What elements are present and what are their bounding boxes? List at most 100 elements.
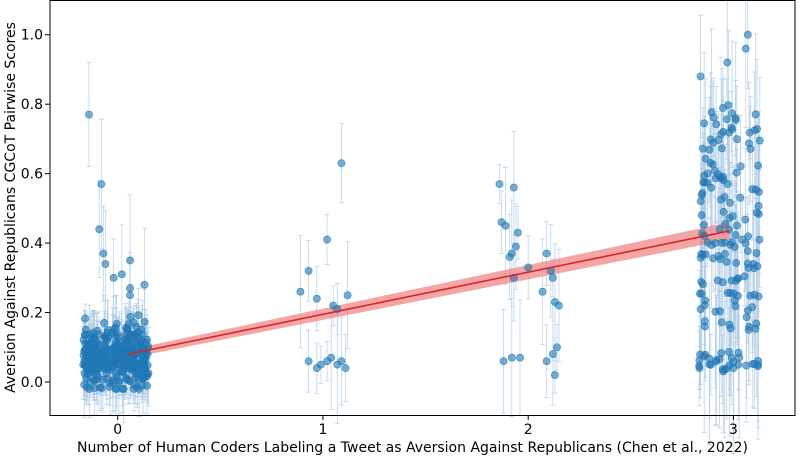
y-tick-label: 0.4 [21, 236, 43, 252]
data-point [121, 356, 130, 365]
regression-line-group [127, 230, 730, 356]
data-point [706, 135, 715, 144]
x-tick-label: 2 [524, 422, 533, 438]
data-point [700, 317, 709, 326]
data-point [538, 287, 547, 296]
data-point [717, 318, 726, 327]
data-point [134, 375, 143, 383]
data-point [81, 314, 89, 323]
data-point [725, 320, 734, 329]
data-point [495, 180, 504, 189]
data-point [698, 250, 707, 259]
data-point [337, 357, 346, 366]
data-point [754, 292, 763, 301]
data-point [89, 368, 98, 377]
data-point [697, 277, 706, 286]
data-point [509, 183, 518, 192]
data-point [720, 193, 729, 201]
data-point [743, 247, 752, 255]
data-point [722, 364, 731, 373]
y-tick-label: 0.2 [21, 306, 43, 322]
data-point [129, 385, 138, 393]
plot-area-frame [49, 0, 796, 416]
data-point [80, 356, 89, 365]
data-point [140, 317, 149, 326]
data-point [327, 353, 336, 362]
data-point [745, 322, 754, 331]
data-point [698, 189, 707, 198]
data-point [715, 355, 724, 364]
x-axis-label: Number of Human Coders Labeling a Tweet … [77, 440, 748, 456]
data-point [732, 135, 741, 143]
data-point [740, 272, 749, 281]
data-point [555, 301, 563, 310]
data-point [136, 361, 145, 370]
data-point [323, 235, 332, 244]
data-point [745, 139, 753, 148]
error-bars [80, 0, 763, 454]
data-point [143, 381, 151, 390]
data-point [750, 126, 759, 135]
data-point [341, 364, 350, 373]
data-point [304, 266, 313, 275]
data-point [707, 108, 716, 117]
data-point [312, 364, 321, 373]
y-tick-label: 1.0 [21, 28, 43, 44]
data-point [707, 183, 716, 192]
data-point [720, 238, 729, 247]
x-axis-ticks: 0 1 2 3 [113, 415, 738, 438]
data-point [744, 232, 753, 241]
data-point [743, 306, 752, 315]
data-point [304, 357, 313, 366]
data-point [755, 136, 764, 145]
data-point [728, 109, 737, 118]
data-point [296, 287, 305, 296]
data-point [705, 145, 714, 154]
y-axis-label: Aversion Against Republicans CGCoT Pairw… [3, 22, 19, 393]
data-point [754, 360, 763, 369]
data-point [113, 329, 121, 338]
data-point [121, 364, 130, 373]
data-point [706, 158, 715, 167]
data-point [99, 249, 108, 258]
data-point [552, 343, 561, 352]
data-point [81, 330, 90, 339]
data-point [736, 193, 745, 202]
data-point [82, 383, 91, 392]
data-point [701, 350, 710, 359]
data-point [731, 302, 740, 311]
data-point [698, 144, 707, 153]
data-point [126, 291, 134, 300]
data-point [733, 221, 741, 230]
data-point [697, 289, 706, 298]
x-tick-label: 3 [729, 422, 738, 438]
data-point [736, 162, 745, 171]
data-point [117, 270, 126, 279]
data-point [711, 239, 720, 248]
data-point [741, 44, 750, 53]
data-point [732, 168, 741, 177]
data-point [700, 119, 709, 128]
data-point [751, 110, 760, 119]
data-point [725, 198, 734, 207]
data-point [720, 250, 729, 258]
data-point [712, 120, 721, 129]
data-point [85, 110, 93, 119]
data-point [101, 333, 110, 341]
data-point [122, 375, 131, 384]
data-point [123, 343, 131, 352]
data-point [716, 255, 725, 263]
data-point [719, 104, 727, 112]
data-point [738, 235, 747, 244]
data-point [513, 228, 522, 237]
y-tick-label: 0.0 [21, 375, 43, 391]
data-point [119, 385, 128, 393]
data-point [122, 324, 131, 332]
data-point [727, 123, 736, 132]
data-point [755, 235, 764, 244]
data-point [312, 294, 321, 303]
data-point [126, 256, 134, 265]
data-point [140, 280, 149, 289]
data-point [725, 347, 733, 356]
